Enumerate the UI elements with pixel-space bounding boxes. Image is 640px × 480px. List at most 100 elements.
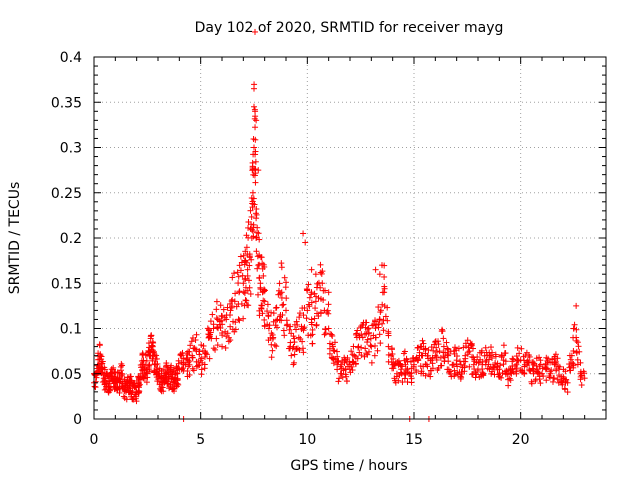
y-tick-label: 0.3 bbox=[60, 141, 82, 157]
data-point bbox=[554, 376, 561, 383]
data-point bbox=[325, 301, 332, 308]
data-point bbox=[133, 398, 140, 405]
data-point bbox=[334, 353, 341, 360]
data-point bbox=[536, 363, 543, 370]
data-point bbox=[92, 384, 99, 391]
data-point bbox=[444, 345, 451, 352]
data-point bbox=[266, 322, 273, 329]
x-tick-label: 20 bbox=[512, 432, 530, 448]
data-point bbox=[219, 313, 226, 320]
data-point bbox=[136, 382, 143, 389]
data-point bbox=[314, 280, 321, 287]
data-point bbox=[235, 280, 242, 287]
data-point bbox=[326, 340, 333, 347]
data-point bbox=[492, 360, 499, 367]
data-point bbox=[239, 272, 246, 279]
data-point bbox=[479, 358, 486, 365]
data-point bbox=[552, 351, 559, 358]
data-point bbox=[438, 362, 445, 369]
data-point bbox=[457, 373, 464, 380]
data-point bbox=[377, 340, 384, 347]
data-point bbox=[241, 276, 248, 283]
data-point bbox=[359, 334, 366, 341]
data-point bbox=[253, 235, 260, 241]
data-point bbox=[377, 307, 384, 314]
data-point bbox=[168, 362, 175, 369]
x-axis-label: GPS time / hours bbox=[290, 458, 407, 474]
data-point bbox=[312, 305, 319, 312]
data-point bbox=[255, 291, 262, 298]
data-point bbox=[376, 331, 383, 338]
data-point bbox=[331, 339, 338, 346]
data-point bbox=[363, 319, 370, 326]
data-point bbox=[516, 350, 523, 357]
data-point bbox=[186, 358, 193, 365]
data-point bbox=[573, 348, 580, 355]
data-point bbox=[236, 288, 243, 295]
data-point bbox=[502, 358, 509, 365]
data-point bbox=[411, 357, 418, 364]
data-point bbox=[237, 253, 244, 260]
data-point bbox=[376, 316, 383, 323]
data-point bbox=[258, 254, 265, 261]
data-point bbox=[160, 366, 167, 373]
data-point bbox=[577, 359, 584, 366]
data-point bbox=[543, 365, 550, 372]
y-tick-label: 0.35 bbox=[51, 95, 82, 111]
data-point bbox=[372, 342, 379, 349]
data-point bbox=[367, 342, 374, 349]
data-point bbox=[546, 374, 553, 381]
data-point bbox=[325, 325, 332, 332]
data-point bbox=[325, 310, 332, 317]
data-point bbox=[206, 331, 213, 338]
data-point bbox=[513, 370, 520, 377]
data-point bbox=[573, 302, 580, 309]
data-point bbox=[118, 360, 125, 367]
data-point bbox=[440, 343, 447, 350]
data-point bbox=[153, 352, 160, 359]
data-point bbox=[268, 354, 275, 361]
data-point bbox=[291, 339, 298, 346]
data-point bbox=[304, 286, 311, 293]
data-point bbox=[305, 281, 312, 288]
data-point bbox=[344, 354, 351, 361]
data-point bbox=[236, 317, 243, 324]
data-point bbox=[245, 277, 252, 284]
data-point bbox=[419, 337, 426, 344]
data-point bbox=[408, 375, 415, 382]
data-point bbox=[439, 328, 446, 335]
data-point bbox=[299, 338, 306, 345]
data-point bbox=[278, 264, 285, 271]
data-point bbox=[368, 359, 375, 366]
data-point bbox=[420, 370, 427, 377]
data-point bbox=[509, 358, 516, 365]
data-point bbox=[175, 381, 182, 388]
data-point bbox=[429, 365, 436, 372]
data-point bbox=[281, 274, 288, 281]
data-point bbox=[308, 316, 315, 323]
data-point bbox=[365, 330, 372, 337]
data-point bbox=[98, 353, 105, 360]
data-point bbox=[466, 348, 473, 355]
data-point bbox=[568, 352, 575, 359]
y-tick-label: 0.15 bbox=[51, 276, 82, 292]
data-point bbox=[330, 347, 337, 354]
data-point bbox=[193, 331, 200, 338]
axis-ticks: 0 0.05 0.1 0.15 0.2 0.25 0.3 0.35 0.4 0 5 10 15 20 bbox=[51, 50, 606, 448]
data-point bbox=[376, 271, 383, 278]
data-point bbox=[458, 370, 465, 377]
data-point bbox=[106, 378, 113, 385]
data-point bbox=[227, 323, 234, 330]
data-point bbox=[187, 342, 194, 349]
data-point bbox=[322, 330, 329, 337]
data-point bbox=[240, 289, 247, 296]
data-point bbox=[379, 262, 385, 269]
data-point bbox=[350, 343, 357, 350]
data-point bbox=[309, 326, 316, 333]
data-point bbox=[260, 288, 267, 295]
data-point bbox=[225, 338, 232, 345]
data-point bbox=[253, 215, 260, 222]
data-point bbox=[207, 318, 214, 325]
data-point bbox=[244, 272, 251, 279]
data-point bbox=[270, 334, 277, 341]
